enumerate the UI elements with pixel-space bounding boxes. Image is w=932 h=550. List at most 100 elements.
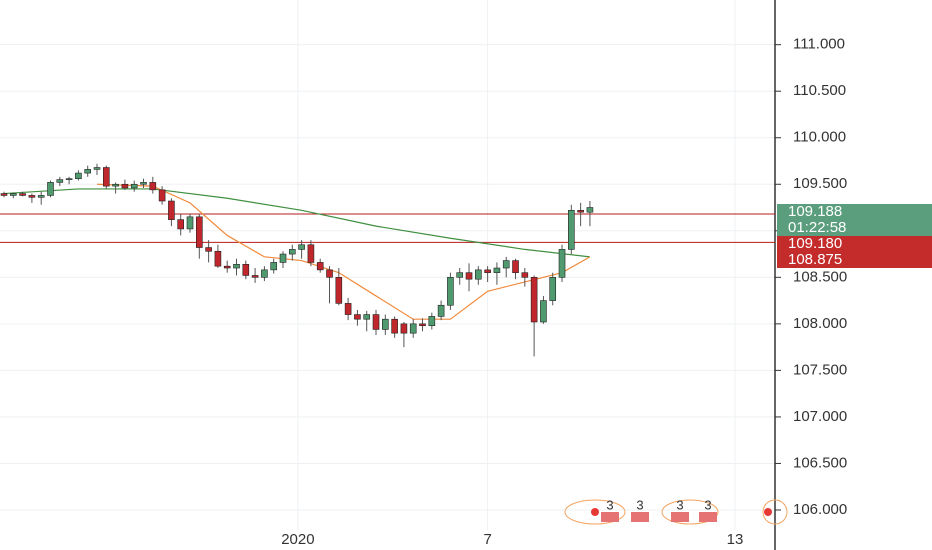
candle-body (261, 269, 268, 278)
y-tick-label: 106.000 (793, 501, 847, 518)
y-tick-label: 108.000 (793, 315, 847, 332)
candle-body (289, 249, 296, 255)
event-dot (591, 508, 599, 516)
candle-body (335, 277, 343, 304)
event-marker (564, 499, 626, 525)
candle-body (158, 189, 166, 202)
candle-body (233, 263, 240, 269)
y-tick-label: 108.500 (793, 268, 847, 285)
candle-body (65, 178, 73, 180)
event-flag (601, 512, 619, 522)
candle-body (214, 250, 222, 267)
price-tag-label: 109.180 (788, 235, 842, 252)
candle-body (493, 267, 501, 273)
candle-body (363, 314, 371, 320)
candle-body (409, 323, 417, 334)
candle-body (307, 244, 315, 263)
candle-body (437, 304, 445, 317)
candle-body (530, 277, 538, 323)
candle-body (140, 182, 147, 185)
candle-body (382, 318, 389, 330)
y-tick-label: 110.000 (793, 129, 846, 146)
moving-average (96, 183, 591, 320)
candle-body (84, 169, 92, 174)
candle-body (196, 216, 203, 248)
candle-body (512, 260, 519, 273)
event-marker (661, 499, 719, 525)
y-tick-label: 109.500 (793, 175, 847, 192)
x-tick-label: 2020 (281, 531, 314, 548)
x-tick-label: 7 (483, 531, 491, 548)
candle-body (93, 167, 101, 170)
event-flag (631, 512, 649, 522)
candle-body (400, 323, 408, 334)
moving-average (3, 188, 590, 258)
price-tag-label: 01:22:58 (788, 219, 846, 236)
candle-body (586, 207, 594, 213)
event-marker (762, 499, 788, 525)
y-tick-label: 107.000 (793, 408, 847, 425)
candle-body (9, 193, 17, 196)
candle-body (502, 260, 510, 269)
candle-body (475, 269, 482, 280)
event-flag (699, 512, 717, 522)
candle-body (447, 277, 454, 306)
candle-body (456, 272, 464, 278)
price-tag-label: 108.875 (788, 251, 842, 268)
price-tag (777, 204, 932, 220)
event-label: 3 (606, 497, 613, 512)
event-flag (671, 512, 689, 522)
candle-body (568, 210, 575, 250)
candle-body (223, 265, 231, 269)
candle-body (121, 183, 129, 189)
y-tick-label: 110.500 (793, 82, 846, 99)
candle-body (75, 172, 82, 179)
candle-body (326, 269, 333, 278)
candle-body (47, 182, 54, 196)
candle-body (242, 263, 250, 276)
y-tick-label: 106.500 (793, 454, 847, 471)
candle-body (279, 253, 287, 263)
candle-body (558, 249, 566, 278)
candle-body (186, 216, 194, 230)
candle-body (112, 183, 119, 187)
price-tag (777, 252, 932, 268)
candle-body (19, 193, 26, 196)
candle-body (465, 272, 473, 280)
price-tag (777, 236, 932, 252)
price-tag-label: 109.188 (788, 203, 842, 220)
y-tick-label: 111.000 (793, 36, 845, 53)
candle-body (177, 219, 185, 230)
y-tick-label: 107.500 (793, 361, 847, 378)
candle-body (428, 316, 436, 327)
candle-body (316, 262, 324, 271)
candle-body (205, 247, 212, 252)
event-label: 3 (704, 497, 711, 512)
candle-body (168, 200, 175, 220)
candle-body (56, 179, 64, 183)
candle-body (344, 303, 352, 315)
candle-body (149, 182, 157, 191)
candle-body (270, 262, 278, 271)
candle-body (28, 195, 36, 198)
candle-body (391, 318, 398, 334)
candle-body (419, 323, 426, 327)
candle-body (549, 277, 557, 301)
candle-body (354, 314, 361, 320)
candle-body (0, 193, 8, 196)
candle-body (130, 183, 138, 189)
candle-body (103, 167, 110, 187)
event-label: 3 (636, 497, 643, 512)
candle-body (251, 275, 259, 278)
event-label: 3 (676, 497, 683, 512)
candle-body (484, 269, 491, 273)
candle-body (372, 314, 380, 330)
candle-body (577, 210, 584, 213)
candle-body (521, 272, 529, 278)
event-dot (764, 508, 772, 516)
price-tag (777, 220, 932, 236)
x-tick-label: 13 (727, 531, 744, 548)
candle-body (298, 244, 305, 250)
candle-body (37, 195, 45, 198)
